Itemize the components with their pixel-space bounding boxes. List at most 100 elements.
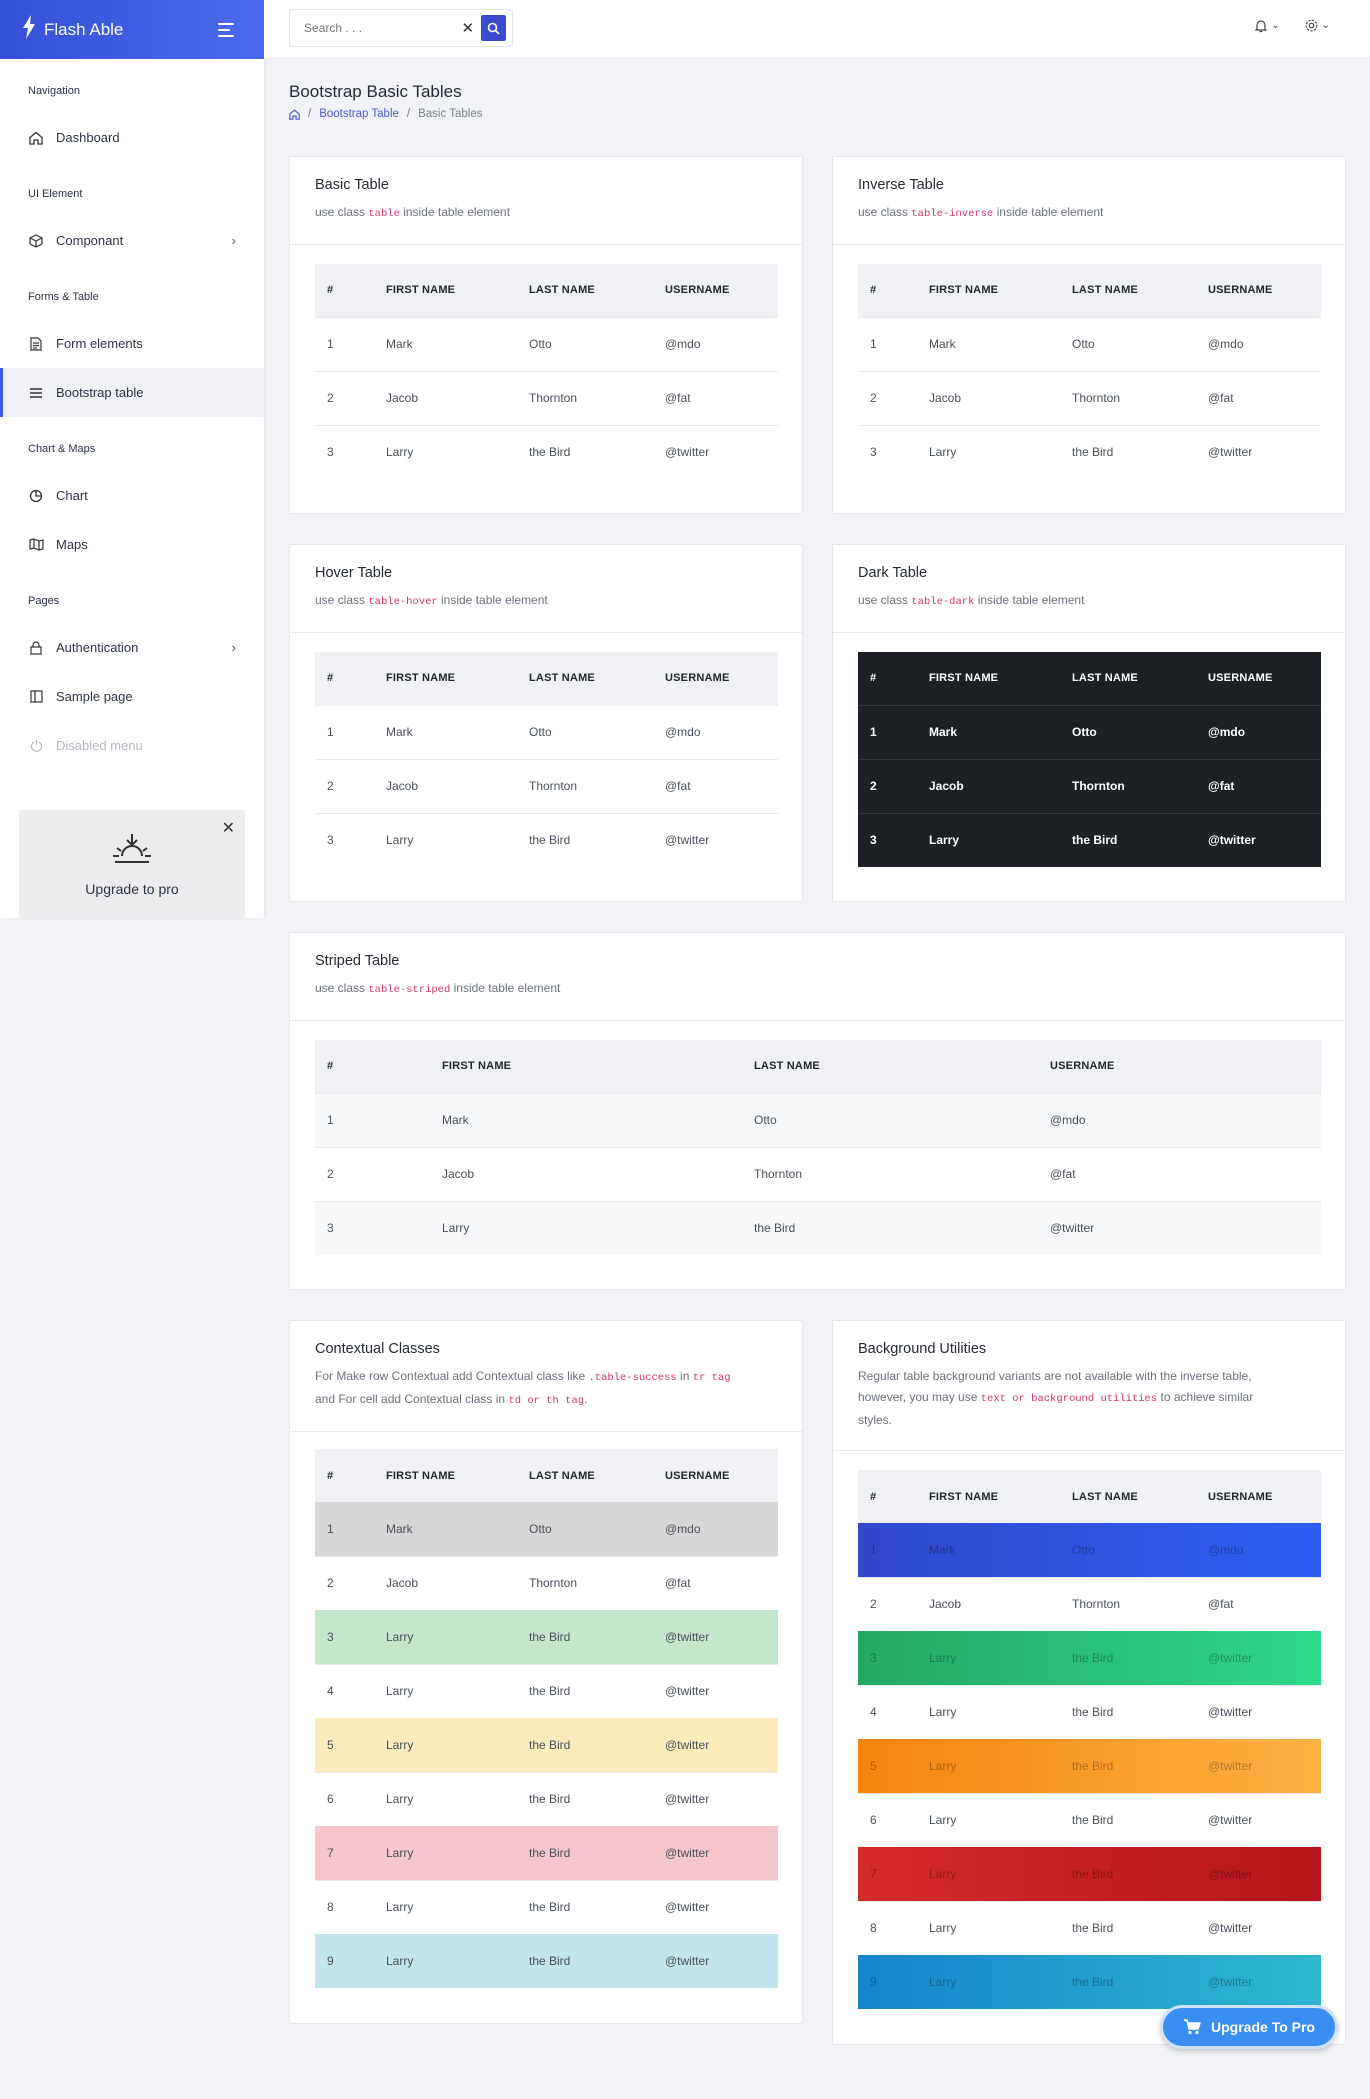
pie-chart-icon: [28, 488, 44, 504]
table-cell: @mdo: [653, 704, 778, 759]
table-cell: the Bird: [1060, 1684, 1196, 1739]
table-cell: 3: [315, 812, 374, 867]
column-header: USERNAME: [1196, 1470, 1321, 1523]
table-cell: the Bird: [517, 424, 653, 479]
sidebar-item-maps[interactable]: Maps: [0, 520, 264, 569]
table-row: 3 Larry the Bird @twitter: [315, 812, 778, 867]
hover-table: # FIRST NAME LAST NAME USERNAME 1 Mark Otto @md…: [315, 652, 778, 867]
sidebar-item-componant[interactable]: Componant ›: [0, 216, 264, 265]
column-header: USERNAME: [1038, 1040, 1321, 1093]
sidebar-item-chart[interactable]: Chart: [0, 471, 264, 520]
sidebar-icon: [28, 689, 44, 705]
table-cell: @twitter: [653, 1610, 778, 1664]
table-cell: Larry: [917, 1792, 1060, 1847]
table-cell: @twitter: [1196, 1900, 1321, 1955]
breadcrumb-link[interactable]: Bootstrap Table: [319, 108, 399, 120]
clear-icon[interactable]: ✕: [461, 20, 475, 37]
hover-table-card: Hover Table use class table-hover inside…: [289, 544, 803, 902]
column-header: USERNAME: [653, 1449, 778, 1502]
table-cell: 9: [870, 1975, 877, 1989]
table-cell: @mdo: [1038, 1092, 1321, 1147]
table-cell: 1: [858, 316, 917, 371]
box-icon: [28, 233, 44, 249]
upgrade-card: ✕ Upgrade to pro: [19, 810, 245, 918]
search-input[interactable]: [290, 10, 459, 46]
table-cell: Larry: [917, 424, 1060, 479]
nav-caption-chart-maps: Chart & Maps: [28, 443, 96, 455]
table-cell: @twitter: [653, 812, 778, 867]
table-cell: @twitter: [653, 1771, 778, 1826]
search-icon: [487, 22, 500, 35]
notification-button[interactable]: ⌄: [1254, 18, 1280, 33]
table-cell: @mdo: [1208, 1542, 1244, 1557]
table-cell: Larry: [374, 1826, 517, 1880]
striped-table-card: Striped Table use class table-striped in…: [289, 932, 1346, 1290]
table-row: 1 Mark Otto @mdo: [858, 1523, 1321, 1577]
table-cell: 2: [315, 758, 374, 813]
sidebar-item-form-elements[interactable]: Form elements: [0, 319, 264, 368]
table-cell: Larry: [374, 1934, 517, 1988]
table-cell: Larry: [917, 812, 1060, 867]
table-cell: @mdo: [1196, 704, 1321, 759]
table-row: 2 Jacob Thornton @fat: [315, 1146, 1321, 1201]
table-cell: Thornton: [517, 758, 653, 813]
sunrise-icon: [19, 832, 245, 871]
sidebar-item-label: Chart: [56, 488, 88, 503]
table-cell: 1: [315, 704, 374, 759]
column-header: #: [315, 652, 374, 705]
search-button[interactable]: [480, 15, 506, 41]
close-icon[interactable]: ✕: [221, 820, 235, 837]
table-cell: Larry: [917, 1900, 1060, 1955]
table-row: 5 Larry the Bird @twitter: [858, 1739, 1321, 1793]
card-subtitle: use class table-dark inside table elemen…: [858, 593, 1085, 608]
table-cell: @twitter: [653, 1718, 778, 1772]
chevron-right-icon: ›: [231, 640, 236, 655]
table-cell: @twitter: [1196, 1684, 1321, 1739]
table-header-row: # FIRST NAME LAST NAME USERNAME: [315, 264, 778, 317]
column-header: USERNAME: [653, 652, 778, 705]
table-cell: Jacob: [917, 758, 1060, 813]
table-row: 3 Larry the Bird @twitter: [315, 1200, 1321, 1255]
column-header: FIRST NAME: [917, 652, 1060, 705]
table-cell: @mdo: [653, 316, 778, 371]
table-row: 3 Larry the Bird @twitter: [858, 424, 1321, 479]
table-cell: Larry: [374, 1771, 517, 1826]
table-cell: @fat: [653, 370, 778, 425]
table-row: 6 Larry the Bird @twitter: [315, 1771, 778, 1826]
settings-button[interactable]: ⌄: [1304, 18, 1330, 33]
upgrade-to-pro-button[interactable]: Upgrade To Pro: [1160, 2005, 1338, 2049]
table-row: 1 Mark Otto @mdo: [315, 1502, 778, 1556]
table-cell: Larry: [917, 1684, 1060, 1739]
table-cell: the Bird: [1072, 1866, 1114, 1881]
contextual-table-card: Contextual Classes For Make row Contextu…: [289, 1320, 803, 2024]
table-cell: Thornton: [1060, 1576, 1196, 1631]
table-cell: Otto: [517, 704, 653, 759]
column-header: #: [858, 264, 917, 317]
table-cell: @twitter: [1208, 1975, 1253, 1989]
sidebar-item-sample-page[interactable]: Sample page: [0, 672, 264, 721]
upgrade-label[interactable]: Upgrade to pro: [85, 881, 179, 897]
column-header: USERNAME: [1196, 264, 1321, 317]
sidebar-item-authentication[interactable]: Authentication ›: [0, 623, 264, 672]
table-row: 7 Larry the Bird @twitter: [315, 1826, 778, 1880]
column-header: USERNAME: [1196, 652, 1321, 705]
table-cell: @fat: [653, 758, 778, 813]
table-cell: @fat: [1196, 1576, 1321, 1631]
sidebar-item-label: Authentication: [56, 640, 139, 655]
card-title: Inverse Table: [858, 177, 944, 193]
card-title: Dark Table: [858, 565, 928, 581]
menu-toggle-icon[interactable]: [218, 18, 242, 42]
table-header-row: # FIRST NAME LAST NAME USERNAME: [858, 652, 1321, 705]
card-subtitle: use class table-striped inside table ele…: [315, 981, 561, 996]
table-cell: 2: [315, 1146, 430, 1201]
card-title: Background Utilities: [858, 1341, 987, 1357]
sidebar-item-dashboard[interactable]: Dashboard: [0, 113, 264, 162]
table-cell: the Bird: [517, 1934, 653, 1988]
sidebar-item-label: Sample page: [56, 689, 133, 704]
brand-name[interactable]: Flash Able: [44, 19, 124, 39]
sidebar: Flash Able Navigation Dashboard UI Eleme…: [0, 0, 264, 918]
table-cell: Larry: [374, 1610, 517, 1664]
sidebar-item-bootstrap-table[interactable]: Bootstrap table: [0, 368, 264, 417]
table-cell: the Bird: [1060, 424, 1196, 479]
table-cell: Mark: [374, 704, 517, 759]
